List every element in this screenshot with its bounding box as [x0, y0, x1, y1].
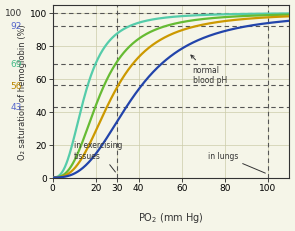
Text: 56: 56	[10, 81, 22, 90]
Text: normal
blood pH: normal blood pH	[191, 56, 227, 85]
Text: in lungs: in lungs	[208, 151, 265, 173]
Text: in exercising
tissues: in exercising tissues	[74, 141, 122, 172]
Text: 69: 69	[10, 60, 22, 69]
Text: P$\mathsf{O_2}$ (mm Hg): P$\mathsf{O_2}$ (mm Hg)	[138, 210, 204, 224]
Y-axis label: O₂ saturation of hemoglobin (%): O₂ saturation of hemoglobin (%)	[18, 24, 27, 159]
Text: 100: 100	[4, 9, 22, 18]
Text: 92: 92	[10, 22, 22, 31]
Text: 43: 43	[10, 103, 22, 112]
